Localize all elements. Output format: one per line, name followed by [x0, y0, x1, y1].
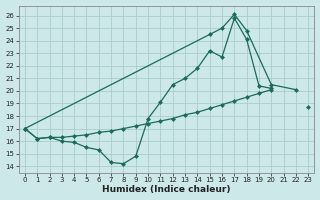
X-axis label: Humidex (Indice chaleur): Humidex (Indice chaleur): [102, 185, 231, 194]
